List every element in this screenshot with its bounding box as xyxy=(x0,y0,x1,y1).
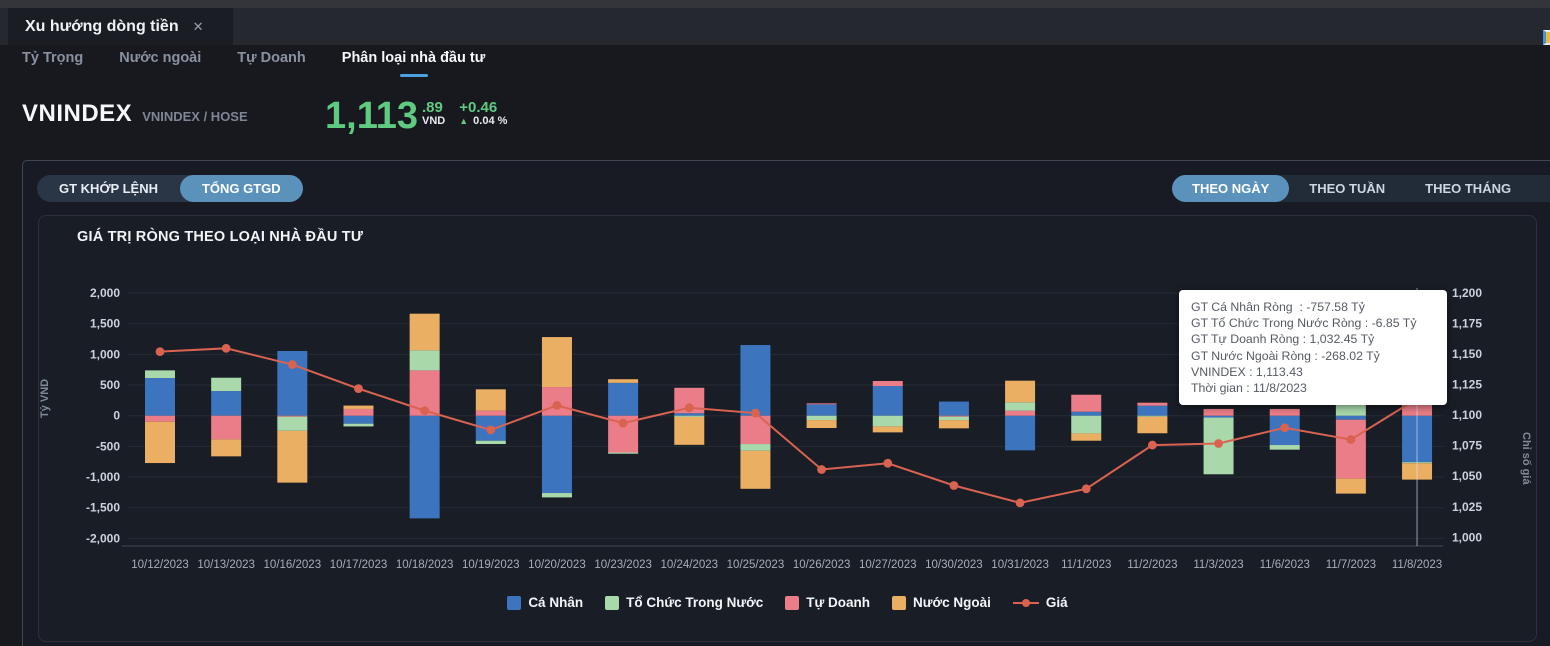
tooltip-line-tu-doanh: GT Tự Doanh Ròng : 1,032.45 Tỷ xyxy=(1191,332,1375,347)
legend-item-Giá[interactable]: Giá xyxy=(1012,595,1068,610)
legend-label: Cá Nhân xyxy=(528,595,584,610)
chart-card: GIÁ TRỊ RÒNG THEO LOẠI NHÀ ĐẦU TƯ xyxy=(38,215,1537,642)
clipped-window-icon[interactable] xyxy=(1543,30,1550,45)
legend-item-Tự Doanh[interactable]: Tự Doanh xyxy=(785,595,870,610)
chart-title: GIÁ TRỊ RÒNG THEO LOẠI NHÀ ĐẦU TƯ xyxy=(77,229,364,245)
legend-swatch xyxy=(785,595,800,610)
legend-label: Nước Ngoài xyxy=(913,595,991,610)
price-currency: VND xyxy=(422,115,446,127)
button-tong-gtgd[interactable]: TỔNG GTGD xyxy=(179,175,303,202)
button-theo-tuan[interactable]: THEO TUẦN xyxy=(1309,181,1386,196)
price-decimal: .89 xyxy=(422,99,443,116)
button-theo-thang[interactable]: THEO THÁNG xyxy=(1425,181,1512,196)
legend-swatch xyxy=(507,595,522,610)
tab-title: Xu hướng dòng tiền xyxy=(25,17,179,35)
value-type-segmented-control: GT KHỚP LỆNH TỔNG GTGD xyxy=(37,175,303,202)
instrument-header: VNINDEX VNINDEX / HOSE xyxy=(22,100,248,128)
chart-legend: Cá Nhân Tổ Chức Trong Nước Tự Doanh Nước Ng… xyxy=(130,595,1445,610)
tooltip-line-to-chuc: GT Tổ Chức Trong Nước Ròng : -6.85 Tỷ xyxy=(1191,316,1417,331)
up-arrow-icon: ▲ xyxy=(459,116,469,126)
sub-nav: Tỷ Trọng Nước ngoài Tự Doanh Phân loại n… xyxy=(22,50,485,75)
legend-label: Giá xyxy=(1045,595,1068,610)
price-block: 1,113 .89 VND +0.46 ▲ 0.04 % xyxy=(325,95,508,137)
line-marker-icon xyxy=(1012,598,1039,608)
nav-item-tu-doanh[interactable]: Tự Doanh xyxy=(237,50,306,66)
price-change: +0.46 xyxy=(459,99,498,116)
nav-item-ty-trong[interactable]: Tỷ Trọng xyxy=(22,50,84,66)
nav-item-phan-loai-nha-dau-tu[interactable]: Phân loại nhà đầu tư xyxy=(342,50,485,75)
tab-bar: Xu hướng dòng tiền ✕ xyxy=(0,8,1550,45)
legend-swatch xyxy=(892,595,907,610)
tooltip-line-nuoc-ngoai: GT Nước Ngoài Ròng : -268.02 Tỷ xyxy=(1191,348,1380,363)
legend-item-Tổ Chức Trong Nước[interactable]: Tổ Chức Trong Nước xyxy=(605,595,763,610)
tooltip-line-vnindex: VNINDEX : 1,113.43 xyxy=(1191,364,1303,379)
period-segmented-control: THEO NGÀY THEO TUẦN THEO THÁNG xyxy=(1172,175,1550,202)
button-gt-khop-lenh[interactable]: GT KHỚP LỆNH xyxy=(59,181,158,196)
button-theo-ngay[interactable]: THEO NGÀY xyxy=(1172,175,1290,202)
instrument-code: VNINDEX / HOSE xyxy=(142,109,248,124)
legend-item-Nước Ngoài[interactable]: Nước Ngoài xyxy=(892,595,991,610)
legend-label: Tự Doanh xyxy=(806,595,871,610)
tab-money-flow-trend[interactable]: Xu hướng dòng tiền ✕ xyxy=(8,8,233,45)
legend-swatch xyxy=(605,595,620,610)
close-icon[interactable]: ✕ xyxy=(192,18,204,34)
legend-label: Tổ Chức Trong Nước xyxy=(626,595,764,610)
price-value: 1,113 xyxy=(325,95,418,137)
nav-item-nuoc-ngoai[interactable]: Nước ngoài xyxy=(119,50,202,66)
tooltip-line-thoi-gian: Thời gian : 11/8/2023 xyxy=(1191,381,1307,396)
legend-item-Cá Nhân[interactable]: Cá Nhân xyxy=(507,595,583,610)
chart-tooltip: GT Cá Nhân Ròng : -757.58 Tỷ GT Tổ Chức … xyxy=(1179,290,1447,405)
price-change-percent: 0.04 % xyxy=(473,115,508,127)
window-top-strip xyxy=(0,0,1550,8)
tooltip-line-ca-nhan: GT Cá Nhân Ròng : -757.58 Tỷ xyxy=(1191,300,1365,314)
instrument-name: VNINDEX xyxy=(22,100,133,127)
